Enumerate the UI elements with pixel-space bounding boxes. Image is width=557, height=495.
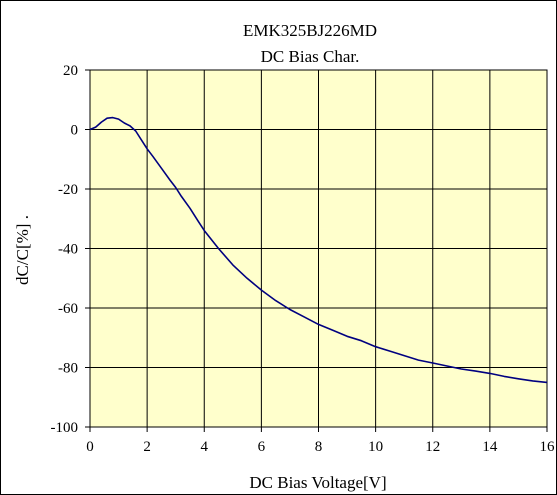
x-tick-label: 14: [482, 439, 498, 455]
y-axis-title: dC/C[%] .: [13, 215, 32, 285]
x-axis-title: DC Bias Voltage[V]: [249, 473, 386, 492]
x-tick-label: 16: [540, 439, 556, 455]
grid-lines: [90, 70, 547, 427]
y-tick-label: 20: [63, 63, 78, 79]
x-tick-label: 12: [425, 439, 440, 455]
y-tick-label: 0: [71, 123, 79, 139]
y-tick-labels: 20 0 -20 -40 -60 -80 -100: [51, 63, 79, 436]
series-line: [89, 116, 548, 384]
x-tick-label: 6: [258, 439, 266, 455]
y-tick-label: -100: [51, 420, 79, 436]
x-tick-label: 0: [86, 439, 94, 455]
y-tick-label: -40: [58, 242, 78, 258]
y-tick-label: -80: [58, 361, 78, 377]
y-tick-label: -20: [58, 182, 78, 198]
series-layer: [89, 116, 548, 384]
x-tick-label: 10: [368, 439, 383, 455]
chart-subtitle: DC Bias Char.: [261, 47, 360, 66]
x-tick-labels: 0 2 4 6 8 10 12 14 16: [86, 439, 555, 455]
x-tick-label: 8: [315, 439, 323, 455]
y-tick-label: -60: [58, 301, 78, 317]
chart-title: EMK325BJ226MD: [243, 21, 377, 40]
tick-marks: [85, 69, 548, 432]
x-tick-label: 4: [201, 439, 209, 455]
x-tick-label: 2: [143, 439, 151, 455]
